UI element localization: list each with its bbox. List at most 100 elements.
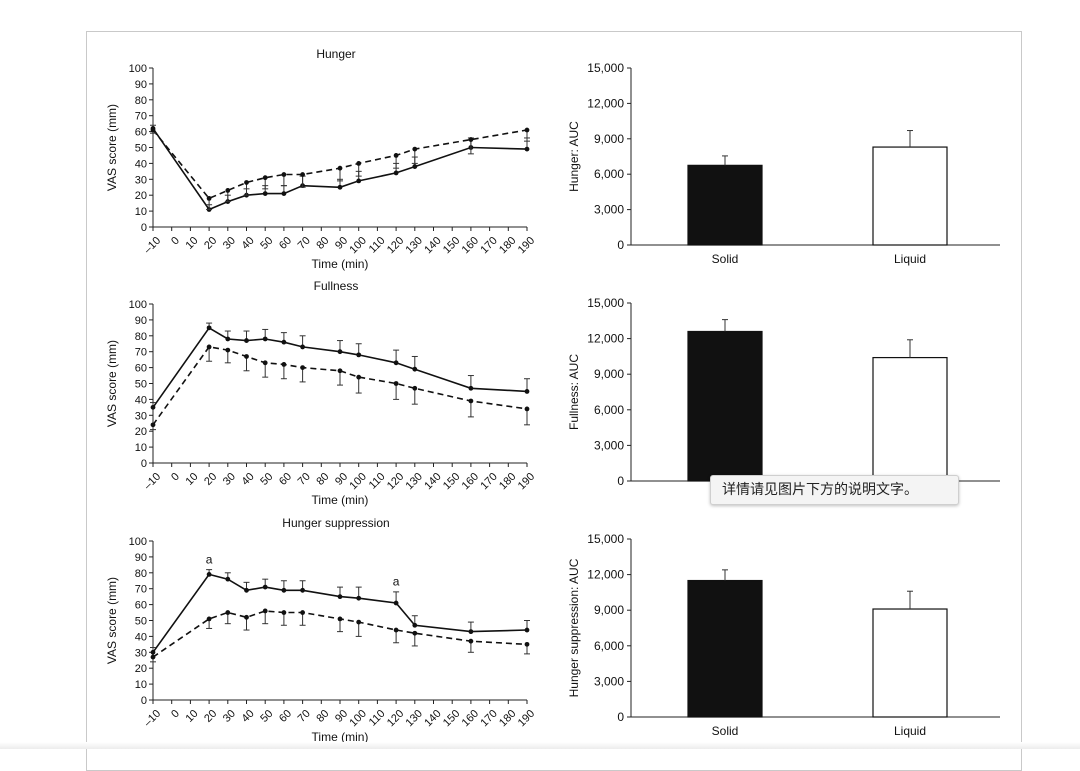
- y-tick-label: 90: [135, 315, 147, 327]
- x-tick-label: 0: [169, 471, 182, 484]
- y-tick-label: 10: [135, 206, 147, 218]
- data-point: [300, 344, 305, 350]
- data-point: [262, 360, 268, 366]
- x-tick-label: 170: [478, 471, 499, 492]
- data-point: [206, 571, 212, 577]
- data-point: [150, 649, 156, 655]
- data-point: [262, 608, 268, 614]
- bar-chart-2: 0 3,000 6,000 9,000 12,000 15,000 Hunger suppr…: [567, 532, 1000, 738]
- y-tick-label: 70: [135, 347, 147, 359]
- y-tick-label: 0: [617, 474, 624, 488]
- y-tick-label: 6,000: [594, 639, 624, 653]
- x-tick-label: 130: [404, 471, 425, 492]
- x-tick-label: 40: [240, 235, 257, 252]
- y-tick-label: 80: [135, 331, 147, 343]
- x-tick-label: 10: [183, 235, 200, 252]
- data-point: [393, 381, 399, 386]
- y-tick-label: 30: [135, 647, 147, 659]
- page-bottom-edge: [0, 742, 1080, 749]
- y-tick-label: 100: [129, 536, 147, 548]
- bar-liquid: [872, 146, 948, 246]
- x-tick-label: 120: [385, 235, 406, 256]
- data-point: [356, 161, 362, 166]
- data-point: [524, 627, 530, 633]
- data-point: [244, 180, 249, 185]
- y-tick-label: 3,000: [594, 674, 624, 688]
- x-axis-title: Time (min): [312, 730, 369, 744]
- data-point: [206, 325, 212, 331]
- y-tick-label: 0: [617, 238, 624, 252]
- data-point: [244, 354, 249, 359]
- x-tick-label: 100: [347, 708, 368, 729]
- data-point: [356, 178, 362, 184]
- y-tick-label: 9,000: [594, 603, 624, 617]
- x-tick-label: 190: [516, 708, 537, 729]
- x-tick-label: 110: [367, 471, 388, 492]
- y-tick-label: 40: [135, 158, 147, 170]
- bar-chart-1: 0 3,000 6,000 9,000 12,000 15,000 Fullness: AU…: [567, 296, 1000, 502]
- data-point: [262, 191, 268, 197]
- data-point: [412, 164, 418, 169]
- bar-solid: [687, 579, 763, 718]
- data-point: [337, 184, 343, 190]
- bar-solid: [687, 330, 763, 482]
- x-tick-label: 140: [422, 471, 443, 492]
- data-point: [225, 336, 231, 342]
- y-axis-title: Fullness: AUC: [567, 354, 581, 430]
- y-tick-label: 3,000: [594, 438, 624, 452]
- data-point: [281, 587, 287, 593]
- data-point: [281, 191, 287, 197]
- data-point: [393, 627, 399, 633]
- data-point: [337, 349, 343, 355]
- data-point: [524, 406, 530, 412]
- data-point: [412, 366, 418, 372]
- x-tick-label: 100: [347, 235, 368, 256]
- x-tick-label: 60: [277, 471, 294, 488]
- y-tick-label: 20: [135, 663, 147, 675]
- data-point: [468, 638, 474, 644]
- y-tick-label: 30: [135, 174, 147, 186]
- x-tick-label: 50: [258, 235, 275, 252]
- x-tick-label: 140: [422, 708, 443, 729]
- significance-annotation: a: [393, 575, 400, 589]
- x-tick-label: 30: [221, 471, 238, 488]
- series-solid: [150, 322, 530, 410]
- significance-annotation: a: [206, 552, 213, 566]
- data-point: [337, 165, 343, 171]
- y-tick-label: 100: [129, 299, 147, 311]
- x-tick-label: 150: [441, 708, 462, 729]
- y-tick-label: 30: [135, 410, 147, 422]
- x-tick-label: 160: [460, 235, 481, 256]
- chart-title: Hunger: [316, 47, 355, 61]
- data-point: [150, 422, 156, 428]
- data-point: [468, 398, 474, 404]
- x-tick-label: 190: [516, 471, 537, 492]
- caption-tooltip: 详情请见图片下方的说明文字。: [710, 475, 959, 505]
- y-axis-title: VAS score (mm): [105, 577, 119, 664]
- x-tick-label: 40: [240, 708, 257, 725]
- y-tick-label: 12,000: [587, 568, 624, 582]
- bar-liquid: [872, 356, 948, 482]
- x-tick-label: 130: [404, 708, 425, 729]
- x-tick-label: 60: [277, 708, 294, 725]
- x-tick-label: 80: [314, 708, 331, 725]
- y-tick-label: 70: [135, 584, 147, 596]
- data-point: [206, 344, 212, 350]
- bar-solid: [687, 164, 763, 246]
- x-tick-label: 180: [497, 235, 518, 256]
- data-point: [393, 600, 399, 606]
- data-point: [393, 153, 399, 158]
- figure-frame: [86, 31, 1022, 771]
- data-point: [468, 629, 474, 635]
- data-point: [244, 587, 249, 593]
- y-axis-title: Hunger: AUC: [567, 121, 581, 192]
- data-point: [468, 137, 474, 142]
- x-axis-title: Time (min): [312, 257, 369, 271]
- data-point: [412, 385, 418, 391]
- data-point: [300, 172, 305, 177]
- y-tick-label: 60: [135, 363, 147, 375]
- series-line: [152, 326, 528, 408]
- x-tick-label: 120: [385, 708, 406, 729]
- y-tick-label: 0: [617, 710, 624, 724]
